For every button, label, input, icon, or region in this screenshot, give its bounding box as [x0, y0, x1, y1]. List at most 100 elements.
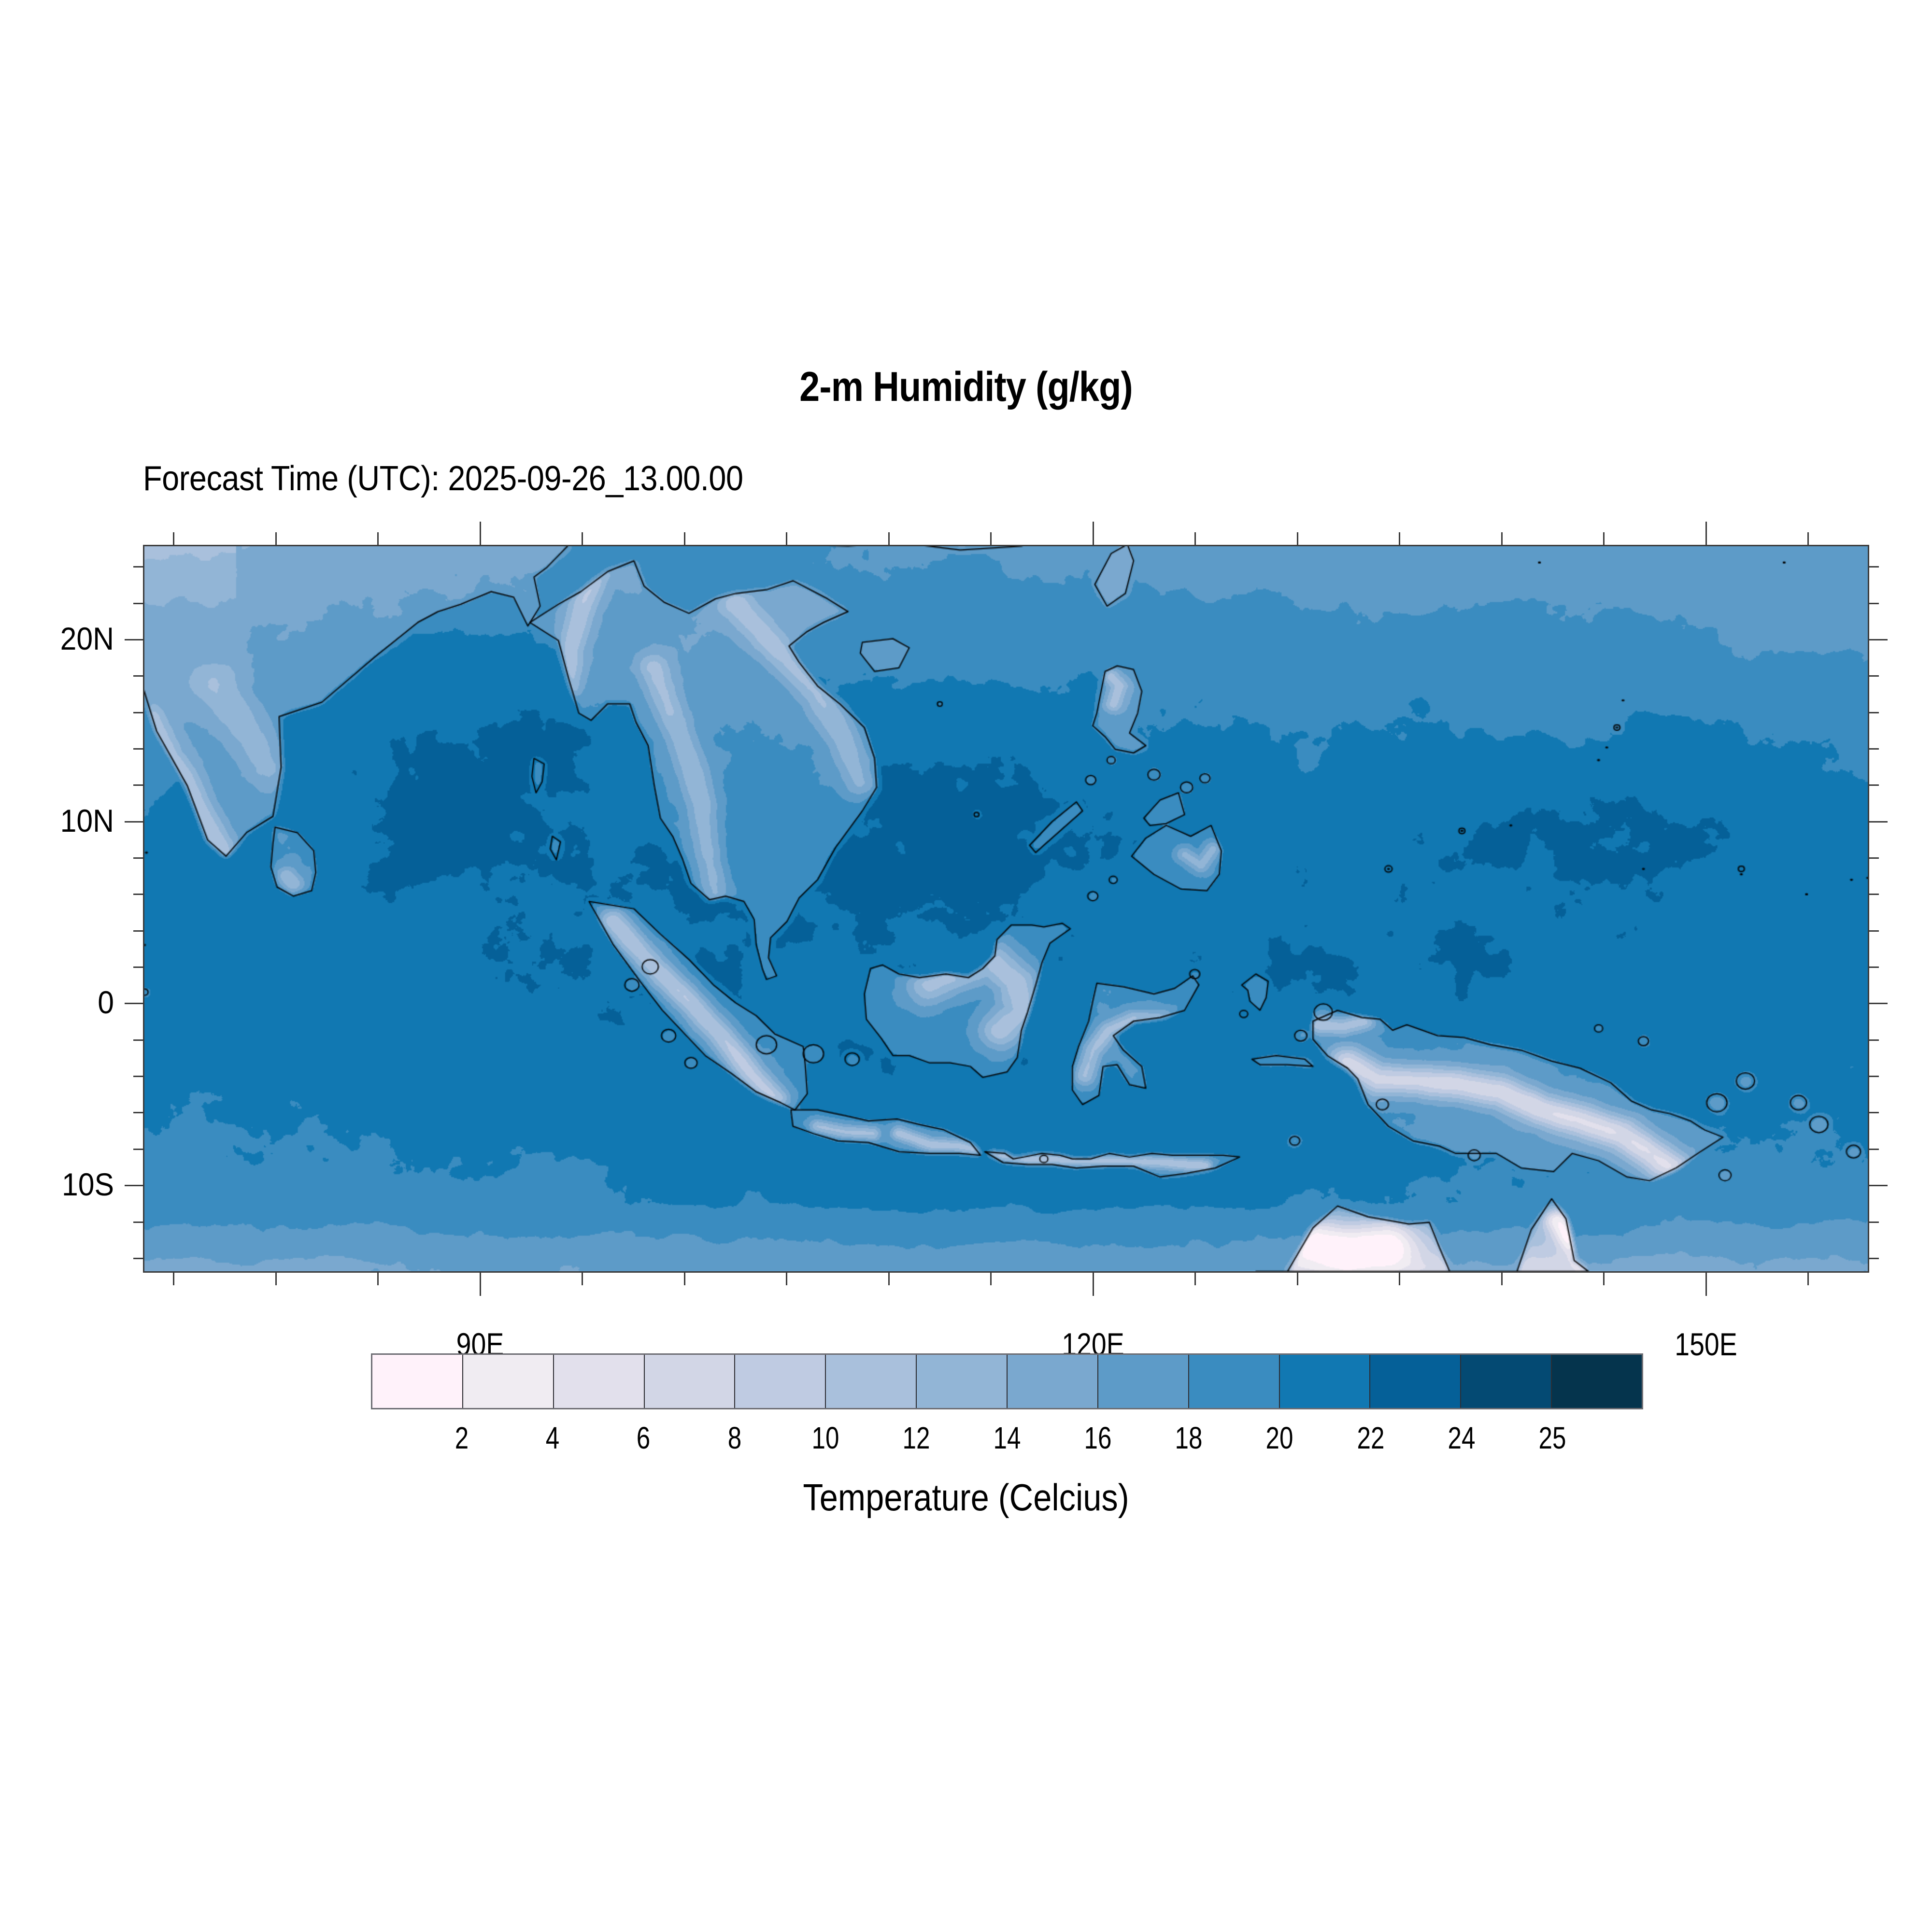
- y-minor-tick: [133, 966, 143, 968]
- y-minor-tick: [133, 784, 143, 786]
- y-minor-tick: [133, 711, 143, 713]
- colorbar-tick-2: 6: [637, 1421, 651, 1455]
- colorbar-tick-5: 12: [902, 1421, 930, 1455]
- y-minor-tick: [133, 1112, 143, 1114]
- y-major-tick: [125, 821, 143, 823]
- y-major-tick: [1869, 639, 1888, 640]
- x-major-tick: [479, 522, 481, 545]
- x-minor-tick: [377, 1273, 379, 1285]
- colorbar-title: Temperature (Celcius): [803, 1476, 1129, 1519]
- y-major-tick: [125, 639, 143, 640]
- x-major-tick: [479, 1273, 481, 1296]
- y-axis-label-0: 20N: [60, 620, 114, 656]
- y-minor-tick: [1869, 857, 1879, 859]
- x-minor-tick: [1807, 532, 1809, 545]
- x-minor-tick: [1501, 532, 1503, 545]
- y-axis-label-1: 10N: [60, 802, 114, 838]
- y-minor-tick: [1869, 566, 1879, 568]
- x-major-tick: [1092, 1273, 1094, 1296]
- y-minor-tick: [133, 1257, 143, 1259]
- y-major-tick: [125, 1003, 143, 1005]
- page-title: 2-m Humidity (g/kg): [799, 364, 1133, 410]
- colorbar-tick-9: 20: [1265, 1421, 1293, 1455]
- y-major-tick: [1869, 1003, 1888, 1005]
- colorbar-swatch-10[interactable]: [1279, 1355, 1371, 1408]
- x-minor-tick: [1194, 532, 1196, 545]
- y-minor-tick: [1869, 1076, 1879, 1078]
- y-minor-tick: [133, 1039, 143, 1041]
- x-minor-tick: [1296, 532, 1298, 545]
- colorbar-tick-6: 14: [993, 1421, 1021, 1455]
- x-minor-tick: [582, 532, 583, 545]
- colorbar-tick-1: 4: [546, 1421, 560, 1455]
- x-minor-tick: [1296, 1273, 1298, 1285]
- y-minor-tick: [133, 566, 143, 568]
- y-major-tick: [1869, 821, 1888, 823]
- colorbar-tick-7: 16: [1084, 1421, 1112, 1455]
- colorbar-swatch-0[interactable]: [372, 1355, 463, 1408]
- humidity-contour-map: [144, 546, 1868, 1271]
- forecast-time-subtitle: Forecast Time (UTC): 2025-09-26_13.00.00: [143, 459, 743, 498]
- x-minor-tick: [990, 1273, 992, 1285]
- x-minor-tick: [173, 1273, 175, 1285]
- colorbar-tick-8: 18: [1175, 1421, 1203, 1455]
- y-minor-tick: [1869, 1221, 1879, 1223]
- x-minor-tick: [275, 532, 277, 545]
- map-plot-area[interactable]: [143, 545, 1869, 1273]
- colorbar-swatch-8[interactable]: [1098, 1355, 1189, 1408]
- colorbar-tick-0: 2: [455, 1421, 469, 1455]
- x-minor-tick: [1501, 1273, 1503, 1285]
- x-minor-tick: [683, 532, 685, 545]
- y-minor-tick: [1869, 1148, 1879, 1150]
- x-minor-tick: [377, 532, 379, 545]
- x-minor-tick: [786, 1273, 788, 1285]
- x-minor-tick: [1603, 1273, 1605, 1285]
- colorbar-tick-4: 10: [811, 1421, 839, 1455]
- y-minor-tick: [1869, 1257, 1879, 1259]
- x-minor-tick: [888, 532, 890, 545]
- y-minor-tick: [133, 748, 143, 750]
- y-minor-tick: [1869, 966, 1879, 968]
- colorbar-swatch-4[interactable]: [735, 1355, 826, 1408]
- x-minor-tick: [582, 1273, 583, 1285]
- colorbar-swatch-7[interactable]: [1008, 1355, 1098, 1408]
- colorbar-swatch-1[interactable]: [463, 1355, 554, 1408]
- x-major-tick: [1092, 522, 1094, 545]
- colorbar-swatch-13[interactable]: [1552, 1355, 1642, 1408]
- y-major-tick: [1869, 1185, 1888, 1187]
- y-minor-tick: [1869, 748, 1879, 750]
- y-minor-tick: [133, 1076, 143, 1078]
- y-minor-tick: [133, 1148, 143, 1150]
- colorbar-swatch-9[interactable]: [1189, 1355, 1280, 1408]
- x-minor-tick: [683, 1273, 685, 1285]
- y-minor-tick: [1869, 894, 1879, 895]
- colorbar-swatch-12[interactable]: [1461, 1355, 1552, 1408]
- colorbar-tick-3: 8: [727, 1421, 741, 1455]
- x-minor-tick: [1603, 532, 1605, 545]
- y-minor-tick: [133, 930, 143, 932]
- x-minor-tick: [1807, 1273, 1809, 1285]
- x-minor-tick: [1399, 1273, 1401, 1285]
- y-minor-tick: [133, 894, 143, 895]
- y-minor-tick: [1869, 1112, 1879, 1114]
- x-minor-tick: [173, 532, 175, 545]
- x-major-tick: [1705, 1273, 1707, 1296]
- x-axis-label-2: 150E: [1674, 1326, 1737, 1362]
- colorbar-swatch-3[interactable]: [644, 1355, 736, 1408]
- y-axis-label-3: 10S: [61, 1166, 114, 1203]
- colorbar-swatch-11[interactable]: [1370, 1355, 1462, 1408]
- colorbar[interactable]: [371, 1353, 1643, 1409]
- x-minor-tick: [990, 532, 992, 545]
- colorbar-swatch-5[interactable]: [826, 1355, 917, 1408]
- y-minor-tick: [133, 675, 143, 677]
- y-major-tick: [125, 1185, 143, 1187]
- colorbar-swatch-2[interactable]: [554, 1355, 645, 1408]
- colorbar-tick-10: 22: [1357, 1421, 1385, 1455]
- y-minor-tick: [1869, 930, 1879, 932]
- y-axis-label-2: 0: [98, 984, 114, 1021]
- y-minor-tick: [1869, 784, 1879, 786]
- y-minor-tick: [1869, 602, 1879, 604]
- y-minor-tick: [1869, 711, 1879, 713]
- colorbar-swatch-6[interactable]: [917, 1355, 1008, 1408]
- y-minor-tick: [1869, 1039, 1879, 1041]
